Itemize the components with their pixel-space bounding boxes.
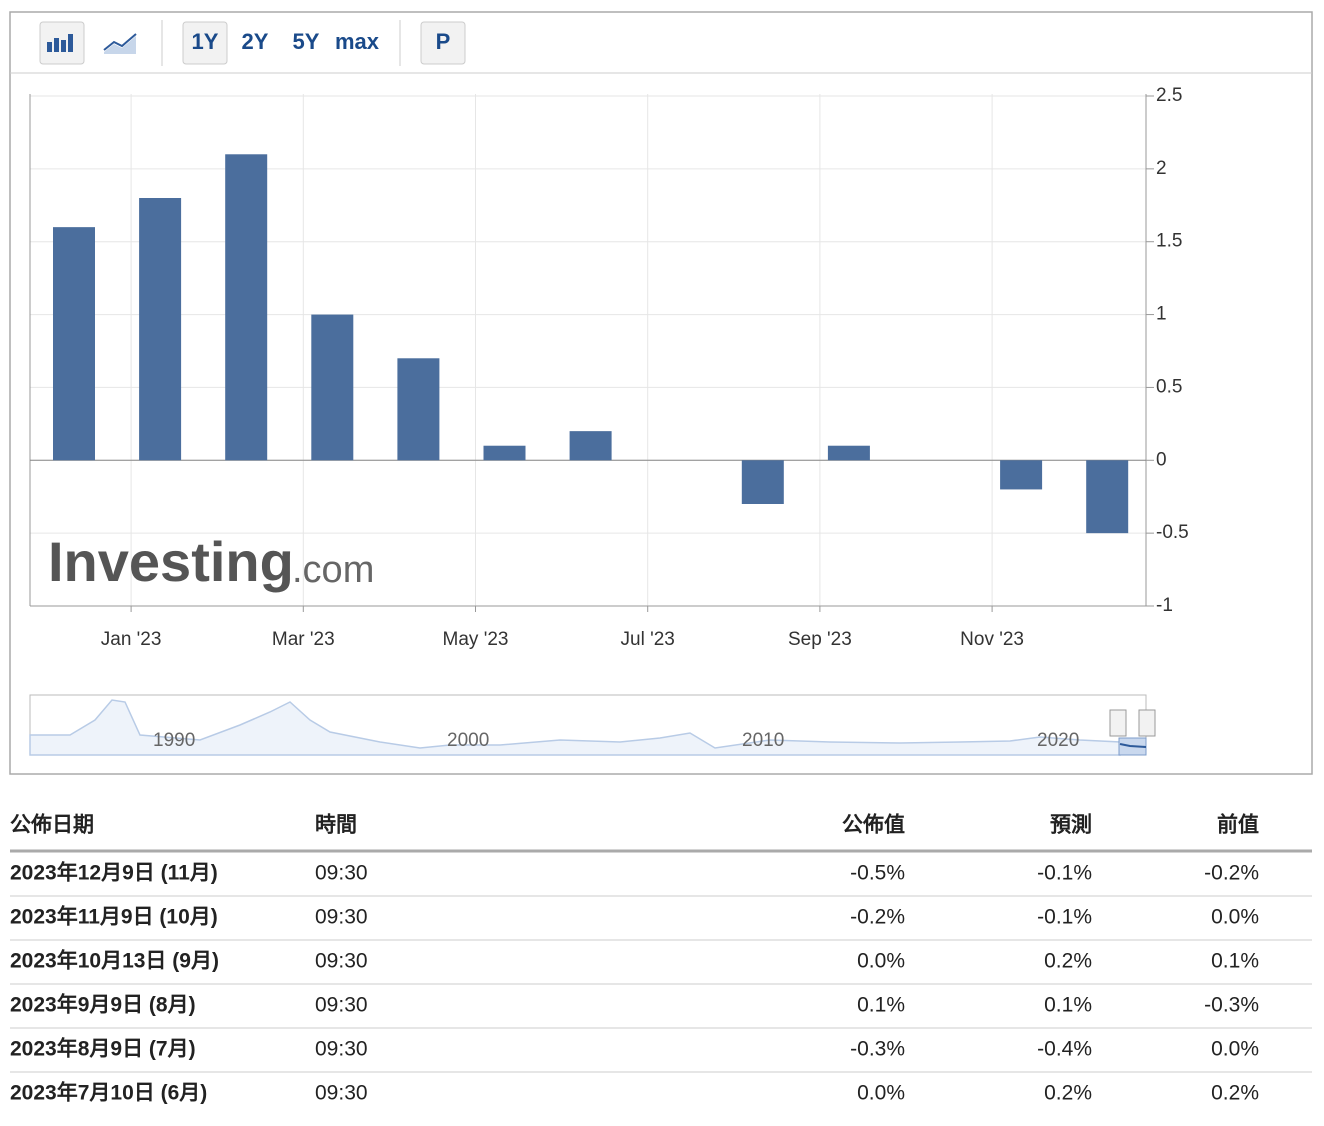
table-cell: 0.0% [1211,1038,1259,1061]
table-cell: 09:30 [315,994,368,1017]
table-cell: 09:30 [315,1082,368,1105]
table-cell: 0.2% [1211,1082,1259,1105]
table-cell: 2023年8月9日 (7月) [10,1037,196,1061]
table-cell: 09:30 [315,862,368,885]
table-cell: 2023年7月10日 (6月) [10,1081,207,1105]
navigator-selected-line [1119,743,1147,748]
bar [827,445,870,461]
table-cell: 09:30 [315,950,368,973]
range-button[interactable]: 5Y [293,29,320,54]
bar [139,198,182,461]
watermark-domain: .com [292,549,374,591]
bar [53,227,95,461]
table-cell: -0.3% [1204,994,1259,1017]
print-label[interactable]: P [436,29,451,54]
table-header: 公佈值 [842,813,905,837]
table-cell: -0.1% [1037,862,1092,885]
y-tick-label: 2 [1156,158,1167,179]
table-cell: 09:30 [315,906,368,929]
x-tick-label: Jul '23 [621,629,675,650]
y-tick-label: 1 [1156,304,1167,325]
watermark-name: Investing [48,530,294,593]
table-cell: 2023年12月9日 (11月) [10,861,218,885]
bar [569,431,612,461]
range-button[interactable]: max [335,29,380,54]
table-header: 預測 [1050,814,1092,837]
table-cell: 2023年9月9日 (8月) [10,993,196,1017]
table-cell: 0.1% [857,994,905,1017]
bar [741,460,784,504]
table-cell: -0.1% [1037,906,1092,929]
line-chart-button[interactable] [103,33,137,54]
y-tick-label: -0.5 [1156,522,1189,543]
x-tick-label: May '23 [443,629,509,650]
table-cell: 09:30 [315,1038,368,1061]
bar [225,154,268,461]
chart-frame [9,11,1313,775]
navigator-label: 1990 [153,730,195,751]
table-cell: 0.2% [1044,1082,1092,1105]
x-tick-label: Sep '23 [788,629,852,650]
table-cell: 0.0% [857,950,905,973]
x-tick-label: Nov '23 [960,629,1024,650]
y-tick-label: 0.5 [1156,376,1182,397]
x-tick-label: Mar '23 [272,629,335,650]
table-cell: -0.3% [850,1038,905,1061]
navigator-label: 2010 [742,730,784,751]
y-tick-label: -1 [1156,595,1173,616]
y-tick-label: 0 [1156,449,1167,470]
table-header: 前值 [1217,813,1259,837]
bar-icon [47,34,73,52]
range-button[interactable]: 2Y [242,29,269,54]
table-cell: 0.0% [857,1082,905,1105]
range-button[interactable]: 1Y [192,29,219,54]
table-cell: -0.4% [1037,1038,1092,1061]
table-cell: 0.2% [1044,950,1092,973]
navigator-handle[interactable] [1109,709,1127,737]
navigator-label: 2000 [447,730,489,751]
table-cell: 2023年10月13日 (9月) [10,949,219,973]
x-tick-label: Jan '23 [101,629,162,650]
navigator-series [29,699,1121,756]
range-button-active[interactable] [182,21,228,65]
table-cell: 2023年11月9日 (10月) [10,905,218,929]
table-cell: 0.0% [1211,906,1259,929]
bar [483,445,526,461]
table-cell: -0.2% [1204,862,1259,885]
y-tick-label: 1.5 [1156,231,1182,252]
bar [311,314,354,461]
navigator-handle[interactable] [1138,709,1156,737]
y-tick-label: 2.5 [1156,85,1182,106]
table-cell: 0.1% [1044,994,1092,1017]
bar [1000,460,1043,490]
bar [397,358,440,461]
table-header: 公佈日期 [10,813,94,837]
table-header: 時間 [315,813,357,837]
table-cell: -0.5% [850,862,905,885]
navigator-label: 2020 [1037,730,1079,751]
table-cell: -0.2% [850,906,905,929]
print-button[interactable] [420,21,466,65]
bar [1086,460,1129,534]
table-cell: 0.1% [1211,950,1259,973]
